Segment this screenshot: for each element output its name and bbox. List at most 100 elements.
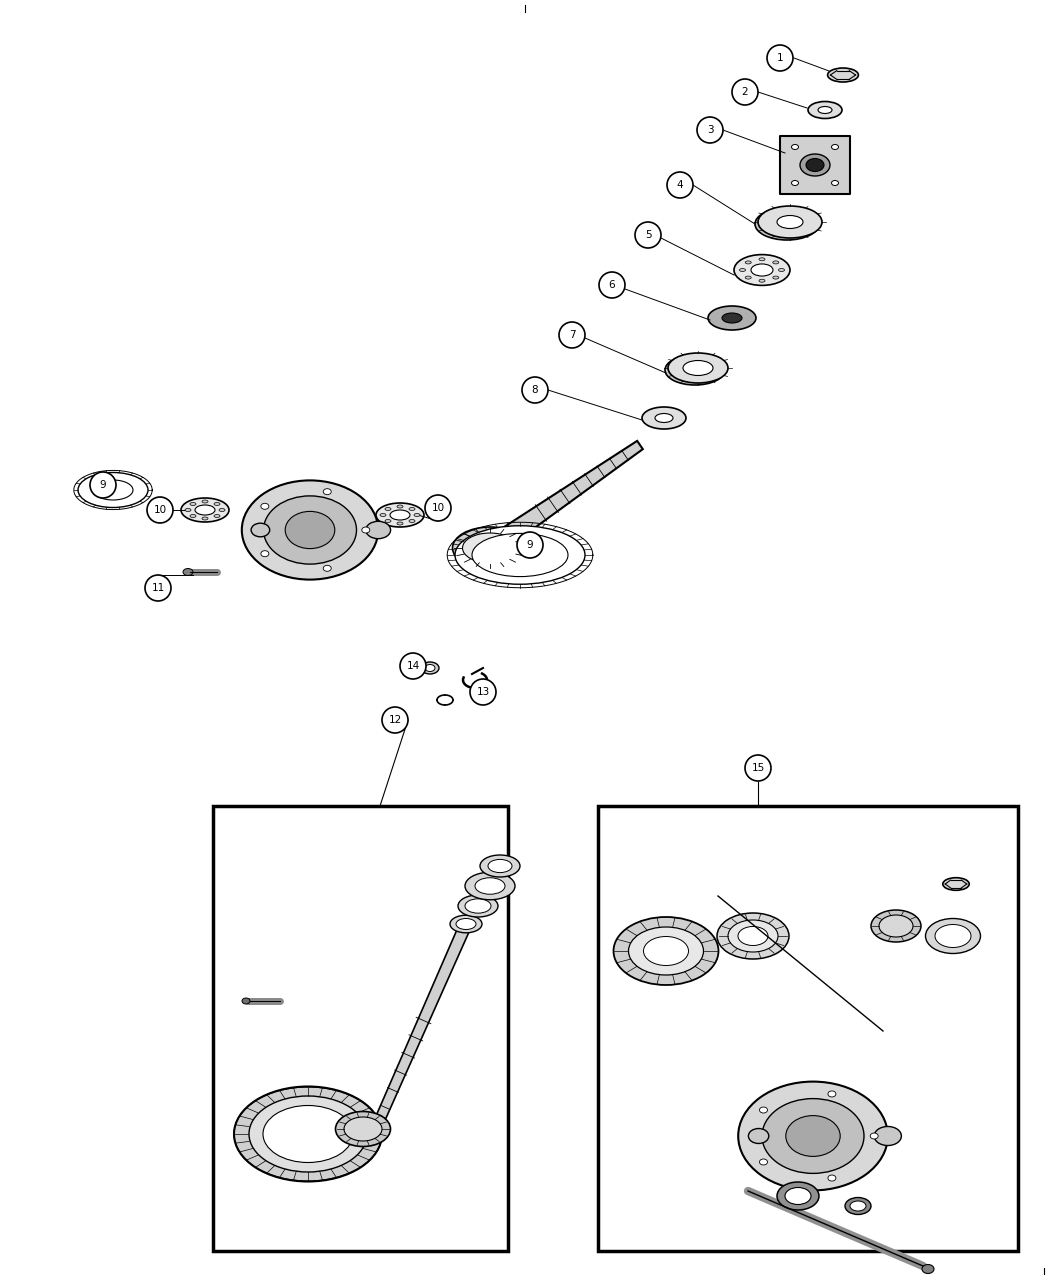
Circle shape bbox=[400, 653, 426, 680]
Ellipse shape bbox=[410, 507, 415, 510]
Ellipse shape bbox=[190, 515, 196, 518]
Circle shape bbox=[145, 575, 171, 601]
Text: 10: 10 bbox=[153, 505, 167, 515]
Ellipse shape bbox=[722, 312, 742, 323]
Circle shape bbox=[147, 497, 173, 523]
Ellipse shape bbox=[943, 877, 969, 890]
Ellipse shape bbox=[785, 1116, 840, 1156]
Ellipse shape bbox=[390, 510, 410, 520]
Ellipse shape bbox=[264, 496, 357, 564]
Ellipse shape bbox=[808, 102, 842, 119]
Text: 4: 4 bbox=[676, 180, 684, 190]
Ellipse shape bbox=[397, 505, 403, 507]
Text: 13: 13 bbox=[477, 687, 489, 697]
Ellipse shape bbox=[629, 927, 704, 975]
Ellipse shape bbox=[777, 215, 803, 228]
Ellipse shape bbox=[759, 279, 765, 282]
Ellipse shape bbox=[728, 921, 778, 952]
Ellipse shape bbox=[708, 306, 756, 330]
Polygon shape bbox=[484, 441, 643, 556]
Ellipse shape bbox=[827, 1176, 836, 1181]
Ellipse shape bbox=[260, 551, 269, 557]
Ellipse shape bbox=[262, 1105, 353, 1163]
Ellipse shape bbox=[202, 516, 208, 520]
Ellipse shape bbox=[759, 1159, 768, 1165]
Text: 2: 2 bbox=[741, 87, 749, 97]
Circle shape bbox=[425, 495, 451, 521]
Ellipse shape bbox=[827, 1091, 836, 1096]
Circle shape bbox=[635, 222, 662, 249]
Ellipse shape bbox=[380, 514, 386, 516]
Ellipse shape bbox=[458, 895, 498, 917]
Ellipse shape bbox=[827, 68, 859, 82]
Ellipse shape bbox=[242, 998, 250, 1003]
Ellipse shape bbox=[455, 525, 585, 584]
Ellipse shape bbox=[668, 353, 728, 382]
Ellipse shape bbox=[344, 1117, 382, 1141]
Ellipse shape bbox=[777, 1182, 819, 1210]
Ellipse shape bbox=[759, 258, 765, 261]
Text: 8: 8 bbox=[531, 385, 539, 395]
Ellipse shape bbox=[738, 927, 768, 946]
Ellipse shape bbox=[323, 488, 331, 495]
Ellipse shape bbox=[183, 569, 193, 575]
Circle shape bbox=[559, 323, 585, 348]
Text: 3: 3 bbox=[707, 125, 713, 135]
Ellipse shape bbox=[832, 144, 839, 149]
Polygon shape bbox=[780, 136, 850, 194]
Circle shape bbox=[766, 45, 793, 71]
Ellipse shape bbox=[190, 502, 196, 505]
Ellipse shape bbox=[922, 1265, 934, 1274]
Ellipse shape bbox=[260, 504, 269, 509]
Ellipse shape bbox=[850, 1201, 866, 1211]
Text: 6: 6 bbox=[609, 280, 615, 289]
Ellipse shape bbox=[323, 565, 331, 571]
Ellipse shape bbox=[746, 277, 751, 279]
Ellipse shape bbox=[462, 533, 518, 564]
Polygon shape bbox=[376, 922, 471, 1119]
Ellipse shape bbox=[749, 1128, 769, 1144]
Ellipse shape bbox=[465, 872, 514, 900]
Ellipse shape bbox=[762, 1099, 864, 1173]
Ellipse shape bbox=[385, 507, 391, 510]
Text: 7: 7 bbox=[569, 330, 575, 340]
Ellipse shape bbox=[785, 1187, 811, 1205]
Ellipse shape bbox=[738, 1081, 888, 1191]
Circle shape bbox=[667, 172, 693, 198]
Ellipse shape bbox=[818, 107, 832, 113]
Ellipse shape bbox=[872, 910, 921, 942]
Ellipse shape bbox=[202, 500, 208, 504]
Ellipse shape bbox=[181, 499, 229, 521]
Circle shape bbox=[382, 708, 408, 733]
Text: 5: 5 bbox=[645, 230, 651, 240]
Ellipse shape bbox=[655, 413, 673, 422]
Ellipse shape bbox=[475, 877, 505, 894]
Text: 15: 15 bbox=[752, 762, 764, 773]
Text: 14: 14 bbox=[406, 660, 420, 671]
Ellipse shape bbox=[385, 519, 391, 523]
Circle shape bbox=[746, 755, 771, 782]
Ellipse shape bbox=[758, 207, 822, 238]
Ellipse shape bbox=[682, 361, 713, 376]
Circle shape bbox=[470, 680, 496, 705]
Text: 11: 11 bbox=[151, 583, 165, 593]
Ellipse shape bbox=[644, 937, 689, 965]
Ellipse shape bbox=[806, 158, 824, 172]
Ellipse shape bbox=[78, 473, 148, 507]
Ellipse shape bbox=[242, 481, 378, 580]
Bar bbox=[598, 806, 1018, 1251]
Ellipse shape bbox=[665, 354, 724, 385]
Text: 12: 12 bbox=[388, 715, 401, 725]
Ellipse shape bbox=[376, 504, 424, 527]
Ellipse shape bbox=[397, 521, 403, 525]
Ellipse shape bbox=[465, 899, 491, 913]
Circle shape bbox=[598, 272, 625, 298]
Circle shape bbox=[697, 117, 723, 143]
Ellipse shape bbox=[336, 1112, 391, 1146]
Ellipse shape bbox=[410, 519, 415, 523]
Ellipse shape bbox=[832, 181, 839, 185]
Ellipse shape bbox=[219, 509, 225, 511]
Ellipse shape bbox=[249, 1096, 368, 1172]
Ellipse shape bbox=[792, 181, 798, 185]
Ellipse shape bbox=[414, 514, 420, 516]
